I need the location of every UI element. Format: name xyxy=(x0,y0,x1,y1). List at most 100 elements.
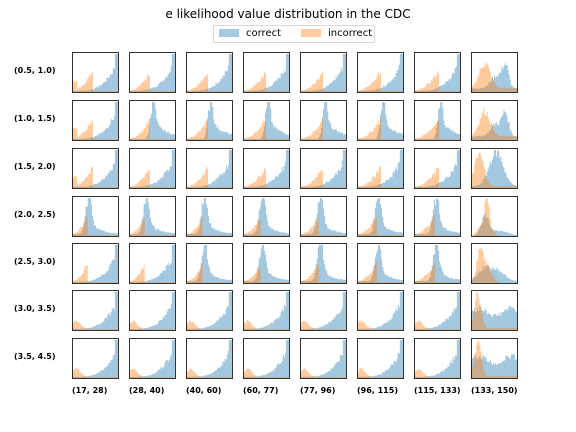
histogram-bar-incorrect xyxy=(276,139,278,140)
histogram-bar-incorrect xyxy=(249,88,251,92)
histogram-bar-incorrect xyxy=(497,186,499,188)
histogram-bar-correct xyxy=(472,186,474,188)
histogram-bar-incorrect xyxy=(199,178,201,188)
histogram-bar-correct xyxy=(273,127,275,140)
histogram-bar-correct xyxy=(377,245,380,283)
histogram-bar-incorrect xyxy=(89,75,91,92)
histogram-bar-correct xyxy=(475,88,477,92)
histogram-bar-incorrect xyxy=(503,136,505,140)
histogram-bar-incorrect xyxy=(227,282,229,283)
histogram-bar-correct xyxy=(373,218,375,236)
histogram-bar-incorrect xyxy=(368,228,370,236)
histogram-bar-correct xyxy=(157,323,159,330)
histogram-bar-correct xyxy=(498,315,500,330)
histogram-bar-incorrect xyxy=(149,235,152,236)
histogram-bar-correct xyxy=(333,317,335,330)
histogram-bar-correct xyxy=(187,376,189,378)
histogram-bar-correct xyxy=(145,198,147,236)
histogram-bar-correct xyxy=(192,234,194,236)
histogram-bar-correct xyxy=(373,265,375,283)
histogram-bar-incorrect xyxy=(270,91,272,92)
histogram-bar-correct xyxy=(426,90,428,92)
histogram-bar-correct xyxy=(482,310,484,330)
histogram-bar-incorrect xyxy=(388,377,390,378)
histogram-bar-correct xyxy=(359,186,361,188)
histogram-bar-correct xyxy=(216,320,218,330)
histogram-bar-correct xyxy=(310,328,312,330)
histogram-bar-incorrect xyxy=(479,304,481,330)
histogram-bar-incorrect xyxy=(259,220,261,236)
histogram-bar-correct xyxy=(98,86,100,92)
histogram-bar-correct xyxy=(256,376,258,378)
histogram-bar-correct xyxy=(457,292,460,330)
histogram-bar-correct xyxy=(140,281,142,283)
histogram-bar-incorrect xyxy=(321,377,324,378)
histogram-bar-incorrect xyxy=(159,139,161,140)
histogram-bar-correct xyxy=(389,367,391,378)
histogram-bar-incorrect xyxy=(400,235,403,236)
histogram-bar-incorrect xyxy=(194,372,196,378)
histogram-bar-correct xyxy=(433,326,435,330)
histogram-bar-incorrect xyxy=(453,187,455,188)
histogram-bar-incorrect xyxy=(164,187,166,188)
histogram-bar-incorrect xyxy=(496,376,498,378)
histogram-bar-incorrect xyxy=(204,235,206,236)
histogram-bar-incorrect xyxy=(82,326,84,330)
histogram-bar-incorrect xyxy=(80,183,82,188)
histogram-bar-correct xyxy=(190,139,192,140)
histogram-bar-incorrect xyxy=(497,134,499,140)
histogram-bar-correct xyxy=(415,90,417,92)
histogram-bar-incorrect xyxy=(100,329,102,330)
histogram-bar-correct xyxy=(308,90,310,92)
histogram-bar-correct xyxy=(483,269,485,283)
histogram-bar-correct xyxy=(209,326,211,330)
histogram-bar-incorrect xyxy=(222,235,224,236)
histogram-bar-correct xyxy=(327,182,329,188)
histogram-bar-correct xyxy=(452,312,454,330)
histogram-bar-correct xyxy=(262,198,264,236)
histogram-bar-incorrect xyxy=(400,282,403,283)
histogram-bar-correct xyxy=(487,265,489,283)
histogram-bar-incorrect xyxy=(426,376,428,378)
histogram-bar-incorrect xyxy=(474,274,476,283)
histogram-bar-incorrect xyxy=(269,187,271,188)
histogram-bar-incorrect xyxy=(74,81,76,92)
histogram-bar-incorrect xyxy=(139,273,141,283)
histogram-bar-incorrect xyxy=(171,235,173,236)
histogram-bar-incorrect xyxy=(77,136,79,140)
histogram-bar-correct xyxy=(92,89,95,92)
histogram-bar-correct xyxy=(510,355,512,378)
histogram-bar-correct xyxy=(323,374,325,378)
histogram-bar-incorrect xyxy=(377,282,380,283)
histogram-bar-correct xyxy=(304,234,306,236)
histogram-bar-correct xyxy=(226,168,228,188)
histogram-bar-correct xyxy=(475,276,477,283)
histogram-bar-incorrect xyxy=(425,181,427,188)
histogram-bar-correct xyxy=(484,175,486,188)
histogram-bar-incorrect xyxy=(308,229,310,236)
histogram-bar-incorrect xyxy=(245,280,247,283)
histogram-bar-incorrect xyxy=(106,377,108,378)
histogram-bar-incorrect xyxy=(149,139,152,140)
histogram-bar-correct xyxy=(84,90,86,92)
histogram-bar-correct xyxy=(102,83,104,92)
histogram-bar-incorrect xyxy=(491,375,494,378)
histogram-bar-incorrect xyxy=(500,87,502,92)
histogram-bar-correct xyxy=(168,73,170,92)
histogram-bar-incorrect xyxy=(150,235,153,236)
histogram-bar-incorrect xyxy=(77,369,79,378)
histogram-bar-correct xyxy=(400,279,403,283)
histogram-bar-incorrect xyxy=(511,375,513,378)
histogram-bar-incorrect xyxy=(245,138,247,140)
histogram-bar-correct xyxy=(503,311,505,330)
histogram-bar-correct xyxy=(253,186,255,188)
histogram-bar-correct xyxy=(222,75,224,92)
histogram-bar-incorrect xyxy=(140,327,142,330)
histogram-bar-incorrect xyxy=(225,187,227,188)
histogram-bar-correct xyxy=(305,90,307,92)
histogram-bar-correct xyxy=(364,280,366,283)
histogram-bar-correct xyxy=(284,134,286,140)
histogram-bar-incorrect xyxy=(173,187,176,188)
histogram-bar-incorrect xyxy=(301,234,303,236)
histogram-bar-incorrect xyxy=(273,139,275,140)
